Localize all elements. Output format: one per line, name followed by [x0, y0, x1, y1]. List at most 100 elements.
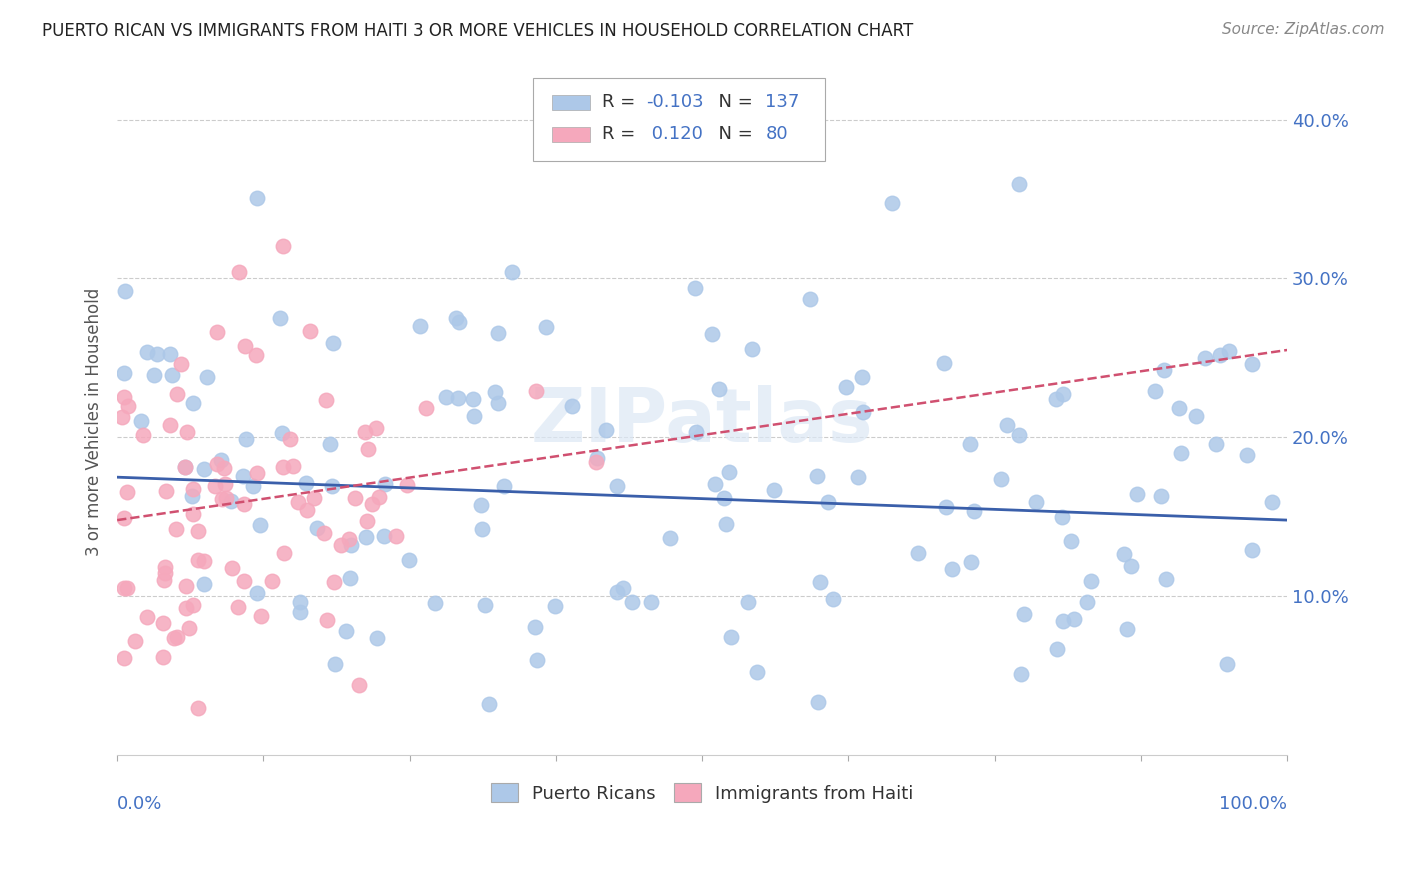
Point — [606, 585, 628, 599]
Point — [176, 425, 198, 440]
Text: Source: ZipAtlas.com: Source: ZipAtlas.com — [1222, 22, 1385, 37]
Point — [409, 318, 432, 333]
Point — [1025, 494, 1047, 508]
Point — [212, 460, 235, 475]
Point — [166, 386, 188, 401]
Point — [294, 476, 316, 491]
Point — [170, 357, 193, 371]
Point — [486, 396, 509, 410]
Point — [112, 651, 135, 665]
Point — [737, 595, 759, 609]
Point — [321, 479, 343, 493]
Point — [174, 460, 197, 475]
Point — [323, 574, 346, 589]
Point — [762, 483, 785, 498]
Point — [846, 469, 869, 483]
Point — [112, 390, 135, 404]
Point — [685, 425, 707, 439]
Point — [124, 634, 146, 648]
Point — [174, 601, 197, 615]
Point — [434, 391, 457, 405]
Point — [720, 630, 742, 644]
Point — [1080, 574, 1102, 589]
Point — [702, 327, 724, 342]
Point — [115, 581, 138, 595]
Point — [181, 395, 204, 409]
Point — [357, 442, 380, 457]
Point — [344, 491, 367, 506]
Point — [159, 417, 181, 432]
Text: 100.0%: 100.0% — [1219, 796, 1286, 814]
Point — [339, 571, 361, 585]
Point — [316, 614, 339, 628]
Point — [245, 348, 267, 362]
Point — [852, 405, 875, 419]
Point — [339, 538, 361, 552]
Point — [1052, 614, 1074, 628]
Point — [962, 504, 984, 518]
Point — [215, 491, 238, 505]
Point — [165, 522, 187, 536]
Point — [959, 556, 981, 570]
Point — [585, 455, 607, 469]
Point — [193, 554, 215, 568]
Point — [606, 479, 628, 493]
Point — [1154, 573, 1177, 587]
Point — [337, 532, 360, 546]
Point — [444, 311, 467, 326]
Point — [1150, 489, 1173, 503]
Point — [232, 468, 254, 483]
Point — [713, 491, 735, 505]
Point — [312, 525, 335, 540]
Point — [523, 620, 546, 634]
Point — [349, 678, 371, 692]
Point — [683, 281, 706, 295]
Point — [595, 423, 617, 437]
Legend: Puerto Ricans, Immigrants from Haiti: Puerto Ricans, Immigrants from Haiti — [484, 776, 921, 810]
Point — [1060, 533, 1083, 548]
Text: ZIPatlas: ZIPatlas — [531, 385, 873, 458]
Point — [221, 493, 243, 508]
Point — [1205, 437, 1227, 451]
Point — [1240, 357, 1263, 371]
Point — [146, 347, 169, 361]
Point — [159, 347, 181, 361]
Point — [463, 392, 485, 406]
Point — [658, 531, 681, 545]
Point — [1218, 343, 1240, 358]
FancyBboxPatch shape — [553, 128, 591, 142]
Point — [907, 546, 929, 560]
Point — [385, 529, 408, 543]
Text: N =: N = — [707, 94, 758, 112]
Point — [315, 392, 337, 407]
Point — [295, 503, 318, 517]
Text: N =: N = — [707, 126, 758, 144]
Point — [353, 425, 375, 439]
Point — [990, 472, 1012, 486]
Point — [166, 630, 188, 644]
Point — [181, 482, 204, 496]
Point — [233, 339, 256, 353]
Point — [132, 427, 155, 442]
Point — [463, 409, 485, 424]
Point — [882, 195, 904, 210]
Point — [1052, 387, 1074, 401]
Point — [415, 401, 437, 415]
Point — [187, 700, 209, 714]
Point — [152, 615, 174, 630]
Point — [717, 465, 740, 479]
Point — [360, 497, 382, 511]
Point — [806, 695, 828, 709]
Point — [245, 467, 267, 481]
Point — [1010, 666, 1032, 681]
Point — [299, 324, 322, 338]
Point — [835, 380, 858, 394]
Point — [447, 315, 470, 329]
Point — [205, 326, 228, 340]
Point — [806, 468, 828, 483]
Point — [114, 285, 136, 299]
Text: R =: R = — [602, 94, 641, 112]
Text: 0.0%: 0.0% — [117, 796, 163, 814]
Point — [242, 479, 264, 493]
Point — [373, 529, 395, 543]
